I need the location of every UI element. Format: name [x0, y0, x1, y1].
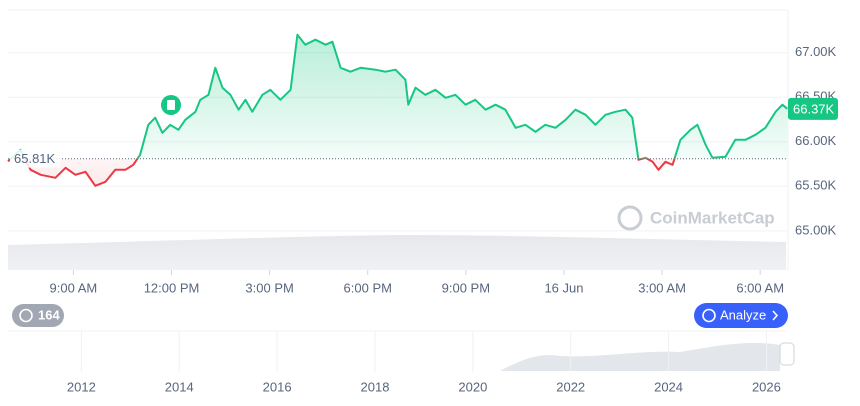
price-line — [7, 33, 788, 187]
history-icon — [19, 308, 33, 323]
history-pill[interactable]: 164 — [12, 304, 64, 327]
baseline-label: 65.81K — [14, 151, 56, 166]
y-tick-label: 67.00K — [795, 44, 837, 59]
x-tick-label: 3:00 AM — [638, 280, 686, 295]
volume-area — [8, 235, 786, 270]
watermark: CoinMarketCap — [617, 205, 775, 231]
analyze-label: Analyze — [720, 307, 766, 322]
x-tick-label: 16 Jun — [544, 280, 583, 295]
last-price-label: 66.37K — [793, 101, 835, 116]
x-tick-label: 6:00 AM — [736, 280, 784, 295]
navigator-tick-label: 2016 — [263, 379, 292, 394]
navigator-tick-label: 2018 — [361, 379, 390, 394]
x-tick-label: 9:00 PM — [442, 280, 490, 295]
chevron — [772, 310, 779, 321]
navigator-tick-label: 2012 — [67, 379, 96, 394]
navigator-handle[interactable] — [779, 342, 795, 366]
x-tick-label: 3:00 PM — [245, 280, 293, 295]
baseline-tag — [10, 149, 60, 168]
watermark-text: CoinMarketCap — [650, 208, 775, 227]
last-price-tag — [788, 97, 838, 120]
x-tick-label: 6:00 PM — [344, 280, 392, 295]
area — [8, 34, 788, 186]
analyze-bg — [694, 303, 788, 328]
navigator-tick-label: 2014 — [165, 379, 194, 394]
note-icon — [167, 100, 175, 110]
navigator-tick-label: 2020 — [458, 379, 487, 394]
navigator-area — [8, 342, 780, 371]
analyze-button[interactable]: Analyze — [694, 303, 788, 328]
navigator-tick-label: 2026 — [752, 379, 781, 394]
navigator-tick-label: 2024 — [654, 379, 683, 394]
y-tick-label: 66.00K — [795, 133, 837, 148]
analyze-icon — [702, 308, 716, 323]
x-tick-label: 9:00 AM — [50, 280, 98, 295]
y-tick-label: 65.50K — [795, 178, 837, 193]
x-tick-label: 12:00 PM — [144, 280, 200, 295]
navigator-tick-label: 2022 — [556, 379, 585, 394]
y-tick-label: 65.00K — [795, 222, 837, 237]
history-count: 164 — [38, 307, 60, 322]
